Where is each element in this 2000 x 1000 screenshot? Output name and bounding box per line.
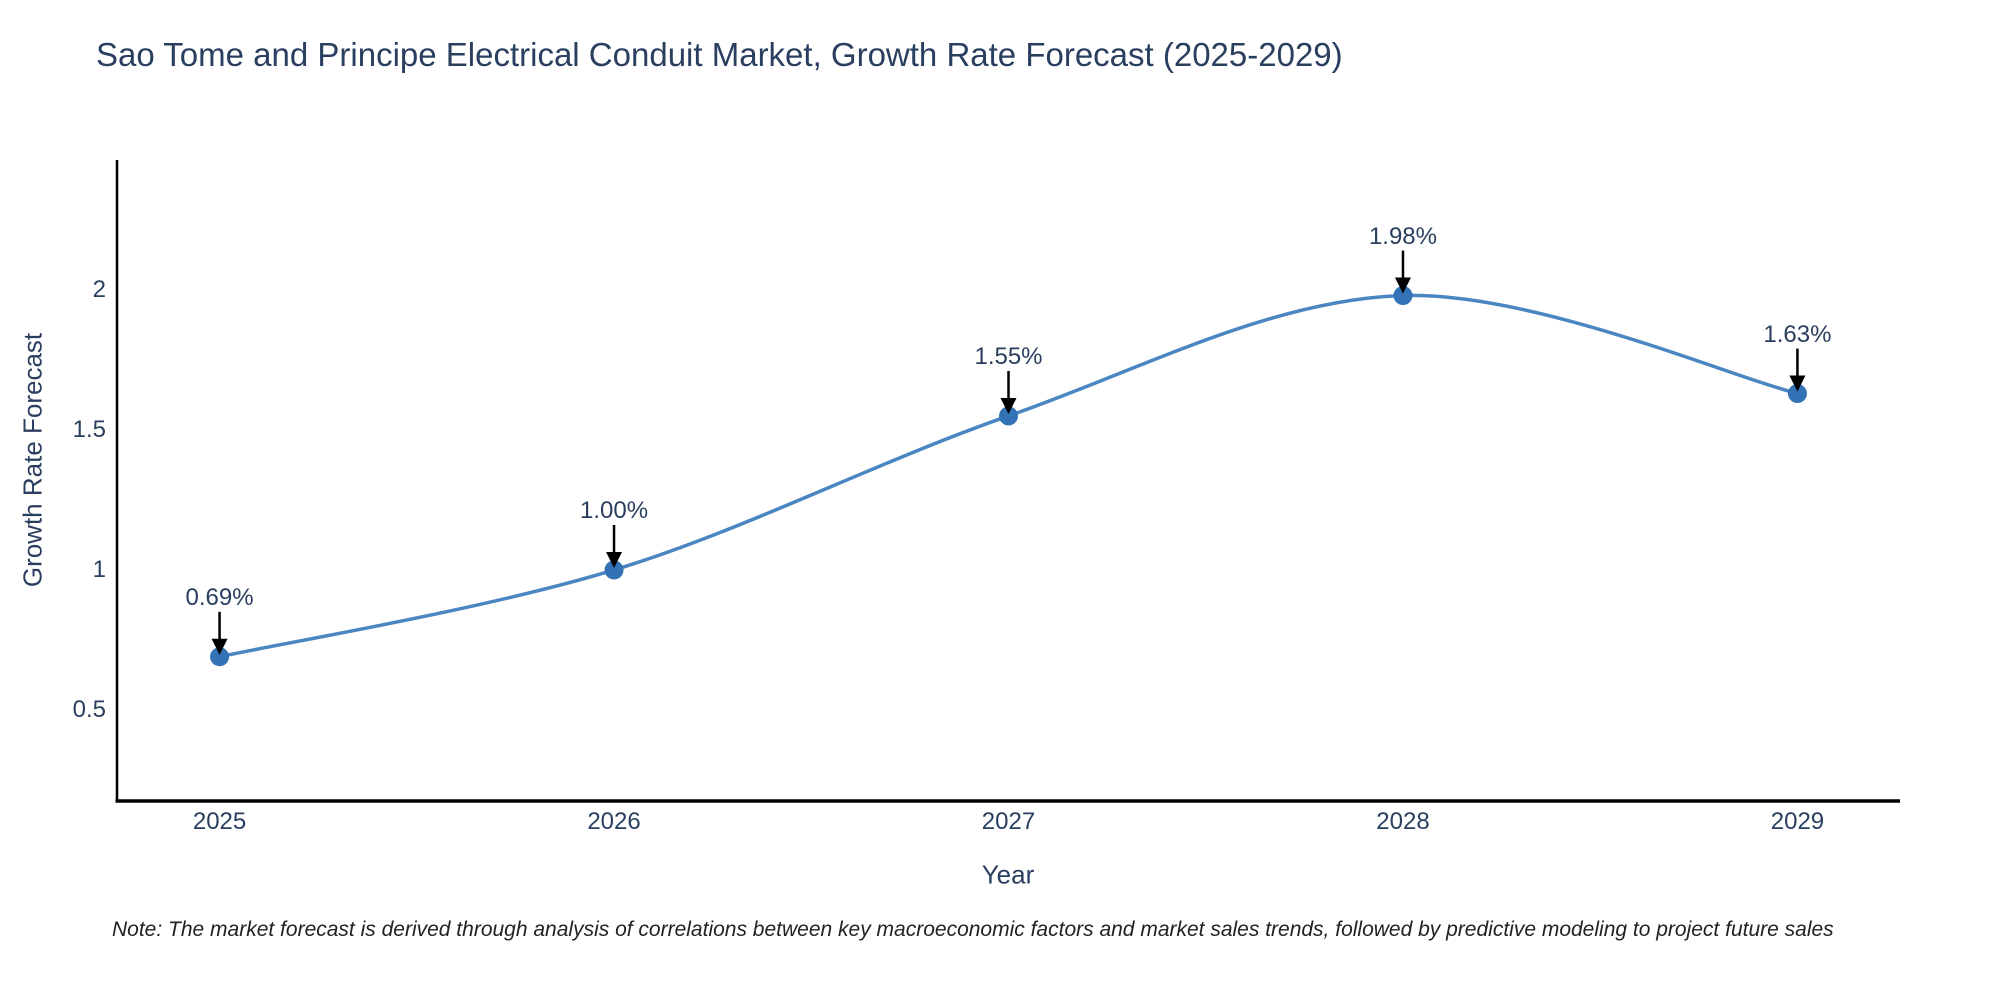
point-value-label: 1.63% [1763, 320, 1832, 348]
y-tick-label: 1 [92, 555, 106, 583]
data-point-marker [1787, 384, 1807, 404]
x-tick-label: 2028 [1376, 808, 1430, 835]
data-point-marker [604, 560, 624, 580]
y-tick-label: 1.5 [72, 415, 106, 443]
annotation-arrowhead [1789, 375, 1806, 392]
x-tick-label: 2027 [981, 808, 1036, 835]
point-value-label: 0.69% [185, 583, 254, 611]
annotation-arrowhead [211, 638, 228, 655]
point-value-label: 1.98% [1368, 222, 1437, 250]
point-value-label: 1.00% [579, 496, 649, 524]
annotation-arrowhead [1000, 397, 1017, 414]
y-tick-label: 0.5 [72, 695, 106, 723]
data-point-marker [210, 647, 230, 667]
data-point-marker [999, 406, 1018, 426]
footnote: Note: The market forecast is derived thr… [112, 918, 1834, 941]
data-point-marker [1393, 286, 1413, 306]
annotation-arrowhead [606, 551, 623, 568]
x-axis-label: Year [981, 859, 1035, 890]
x-tick-label: 2026 [587, 808, 641, 835]
x-tick-label: 2025 [192, 808, 247, 835]
y-tick-label: 2 [92, 275, 106, 303]
x-tick-label: 2029 [1770, 808, 1825, 835]
point-value-label: 1.55% [974, 342, 1043, 370]
annotation-arrowhead [1394, 277, 1411, 294]
chart-title: Sao Tome and Principe Electrical Conduit… [96, 36, 1343, 73]
